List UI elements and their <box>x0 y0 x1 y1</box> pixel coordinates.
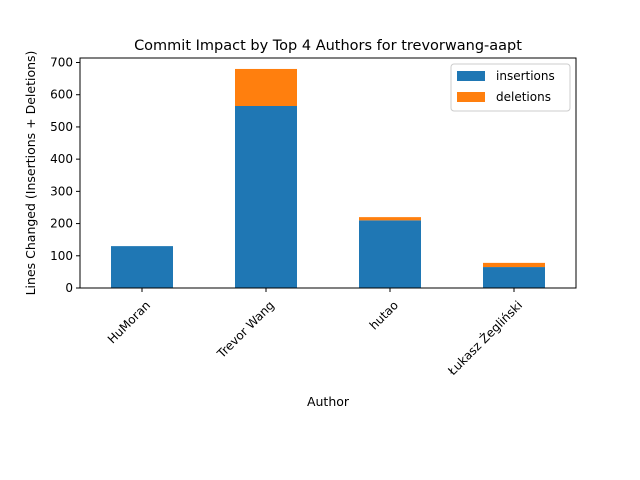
chart-title: Commit Impact by Top 4 Authors for trevo… <box>134 38 522 54</box>
x-tick-label: HuMoran <box>105 298 153 346</box>
y-tick-label: 700 <box>50 56 73 70</box>
y-tick-label: 500 <box>50 120 73 134</box>
y-tick-label: 0 <box>65 281 73 295</box>
bar-insertions-1 <box>235 105 297 289</box>
bar-deletions-2 <box>359 217 421 221</box>
legend-swatch-insertions <box>457 71 485 81</box>
y-axis-label: Lines Changed (Insertions + Deletions) <box>23 51 38 296</box>
x-tick-label: hutao <box>367 298 401 332</box>
y-tick-label: 200 <box>50 217 73 231</box>
bar-deletions-3 <box>483 262 545 268</box>
axes-frame <box>79 57 577 289</box>
x-tick-label: Trevor Wang <box>214 298 277 361</box>
y-tick-label: 600 <box>50 88 73 102</box>
bar-insertions-2 <box>359 220 421 288</box>
legend-label-insertions: insertions <box>496 69 555 83</box>
legend-label-deletions: deletions <box>496 90 551 104</box>
legend: insertions deletions <box>450 63 571 112</box>
y-tick-label: 100 <box>50 249 73 263</box>
y-tick-label: 400 <box>50 152 73 166</box>
bar-deletions-1 <box>235 68 297 106</box>
bar-insertions-3 <box>483 267 545 288</box>
legend-swatch-deletions <box>457 92 485 102</box>
x-tick-label: Łukasz Żegliński <box>444 297 525 378</box>
x-axis-label: Author <box>307 394 350 409</box>
y-tick-label: 300 <box>50 184 73 198</box>
bar-insertions-0 <box>111 246 173 288</box>
